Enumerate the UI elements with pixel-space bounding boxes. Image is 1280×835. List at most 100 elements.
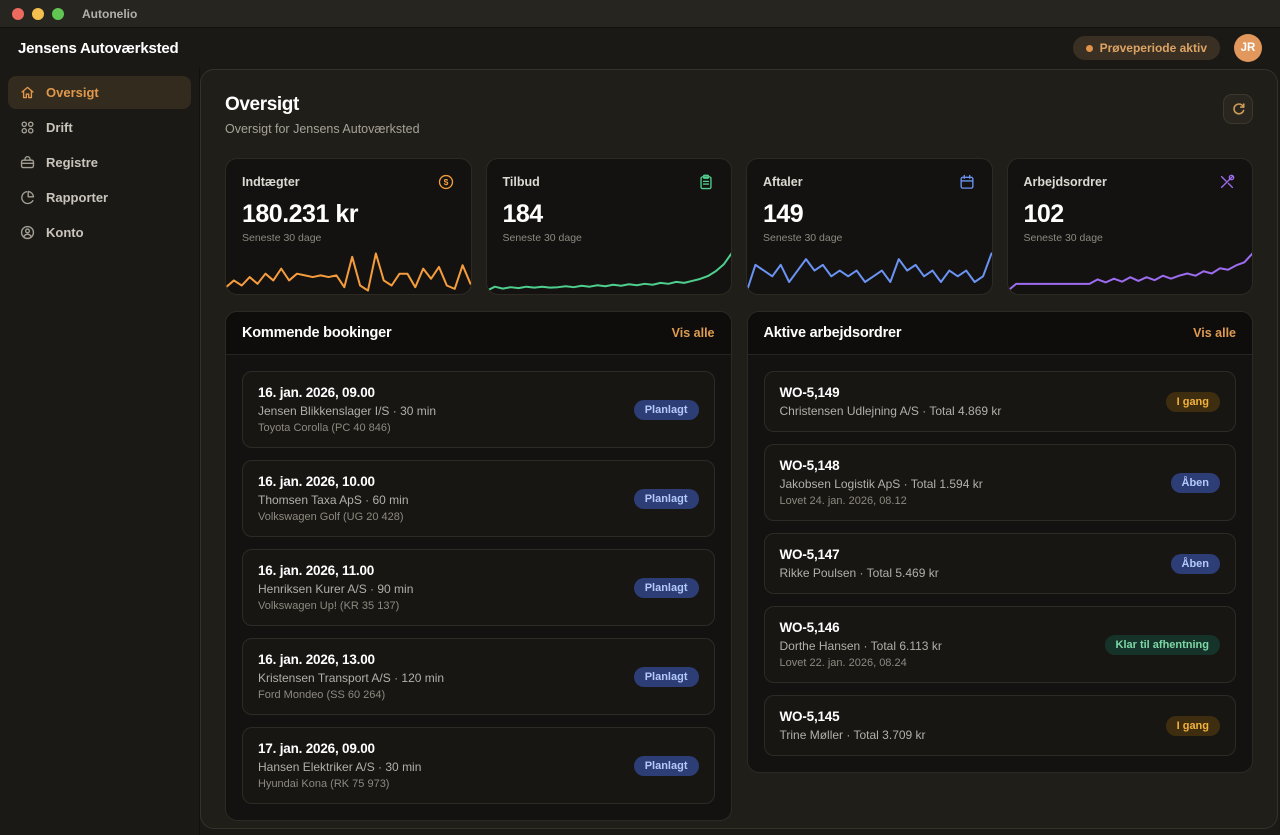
status-badge: I gang	[1165, 391, 1220, 412]
svg-text:$: $	[443, 177, 448, 187]
active-workorders-panel: Aktive arbejdsordrer Vis alle WO-5,149 C…	[746, 311, 1253, 773]
workorder-item[interactable]: WO-5,149 Christensen Udlejning A/S · Tot…	[763, 371, 1236, 432]
workorder-promised: Lovet 24. jan. 2026, 08.12	[779, 495, 907, 507]
stat-value: 180.231 kr	[242, 200, 358, 228]
zoom-window-button[interactable]	[52, 7, 64, 20]
user-circle-icon	[19, 224, 36, 241]
sidebar-item-label: Drift	[46, 120, 73, 135]
sidebar-item-konto[interactable]: Konto	[8, 216, 191, 249]
page-title: Oversigt	[225, 94, 299, 115]
titlebar: Autonelio	[0, 0, 1280, 28]
upcoming-bookings-panel: Kommende bookinger Vis alle 16. jan. 202…	[225, 311, 732, 821]
booking-datetime: 17. jan. 2026, 09.00	[258, 741, 375, 756]
stat-card-tilbud[interactable]: Tilbud 184 Seneste 30 dage	[485, 158, 732, 295]
tools-icon	[1218, 173, 1236, 191]
booking-detail: Jensen Blikkenslager I/S · 30 min	[258, 404, 437, 418]
status-badge: Åben	[1170, 553, 1220, 574]
trial-badge-label: Prøveperiode aktiv	[1099, 41, 1207, 55]
booking-item[interactable]: 16. jan. 2026, 10.00 Thomsen Taxa ApS · …	[242, 460, 715, 537]
home-icon	[19, 84, 36, 101]
panel-title: Aktive arbejdsordrer	[763, 325, 902, 341]
sparkline-chart	[226, 250, 471, 294]
booking-datetime: 16. jan. 2026, 11.00	[258, 563, 375, 578]
workorder-item[interactable]: WO-5,148 Jakobsen Logistik ApS · Total 1…	[763, 444, 1236, 521]
booking-vehicle: Toyota Corolla (PC 40 846)	[258, 422, 391, 434]
toolbox-icon	[19, 154, 36, 171]
workorder-item[interactable]: WO-5,146 Dorthe Hansen · Total 6.113 kr …	[763, 606, 1236, 683]
workorder-item[interactable]: WO-5,145 Trine Møller · Total 3.709 kr I…	[763, 695, 1236, 756]
booking-vehicle: Hyundai Kona (RK 75 973)	[258, 778, 390, 790]
bookings-view-all-link[interactable]: Vis alle	[671, 326, 715, 340]
status-badge: Klar til afhentning	[1104, 634, 1220, 655]
status-badge: Planlagt	[633, 488, 699, 509]
topbar: Jensens Autoværksted Prøveperiode aktiv …	[0, 28, 1280, 68]
workorder-detail: Jakobsen Logistik ApS · Total 1.594 kr	[779, 477, 983, 491]
status-badge: I gang	[1165, 715, 1220, 736]
stat-card-aftaler[interactable]: Aftaler 149 Seneste 30 dage	[746, 158, 993, 295]
stat-label: Arbejdsordrer	[1023, 175, 1107, 189]
workorder-id: WO-5,145	[779, 709, 840, 724]
app-title: Autonelio	[82, 6, 138, 21]
stat-card-indtaegter[interactable]: Indtægter $ 180.231 kr Seneste 30 dage	[225, 158, 472, 295]
stat-label: Tilbud	[502, 175, 540, 189]
status-badge: Planlagt	[633, 755, 699, 776]
minimize-window-button[interactable]	[32, 7, 44, 20]
sparkline-chart	[487, 250, 732, 294]
booking-item[interactable]: 16. jan. 2026, 09.00 Jensen Blikkenslage…	[242, 371, 715, 448]
workorder-item[interactable]: WO-5,147 Rikke Poulsen · Total 5.469 kr …	[763, 533, 1236, 594]
sparkline-chart	[747, 250, 992, 294]
sidebar-item-drift[interactable]: Drift	[8, 111, 191, 144]
workorder-promised: Lovet 22. jan. 2026, 08.24	[779, 657, 907, 669]
sidebar-item-label: Oversigt	[46, 85, 99, 100]
page-subtitle: Oversigt for Jensens Autoværksted	[225, 122, 420, 136]
avatar[interactable]: JR	[1234, 34, 1262, 62]
booking-vehicle: Volkswagen Golf (UG 20 428)	[258, 511, 404, 523]
sidebar-item-label: Registre	[46, 155, 99, 170]
sidebar-item-oversigt[interactable]: Oversigt	[8, 76, 191, 109]
sidebar-item-rapporter[interactable]: Rapporter	[8, 181, 191, 214]
workorder-detail: Rikke Poulsen · Total 5.469 kr	[779, 566, 939, 580]
stat-value: 149	[763, 200, 804, 228]
panel-title: Kommende bookinger	[242, 325, 392, 341]
sidebar-item-registre[interactable]: Registre	[8, 146, 191, 179]
status-badge: Planlagt	[633, 399, 699, 420]
booking-datetime: 16. jan. 2026, 10.00	[258, 474, 375, 489]
calendar-icon	[958, 173, 976, 191]
trial-status-badge[interactable]: Prøveperiode aktiv	[1072, 36, 1220, 60]
close-window-button[interactable]	[12, 7, 24, 20]
status-badge: Planlagt	[633, 577, 699, 598]
workorder-id: WO-5,147	[779, 547, 840, 562]
stat-caption: Seneste 30 dage	[1023, 232, 1103, 244]
coins-icon: $	[437, 173, 455, 191]
booking-datetime: 16. jan. 2026, 09.00	[258, 385, 375, 400]
workorders-view-all-link[interactable]: Vis alle	[1193, 326, 1236, 340]
stat-label: Indtægter	[242, 175, 300, 189]
workorder-id: WO-5,146	[779, 620, 840, 635]
stats-grid: Indtægter $ 180.231 kr Seneste 30 dage T…	[225, 158, 1253, 295]
booking-vehicle: Volkswagen Up! (KR 35 137)	[258, 600, 400, 612]
booking-datetime: 16. jan. 2026, 13.00	[258, 652, 375, 667]
workorder-detail: Christensen Udlejning A/S · Total 4.869 …	[779, 404, 1002, 418]
booking-vehicle: Ford Mondeo (SS 60 264)	[258, 689, 386, 701]
stat-caption: Seneste 30 dage	[242, 232, 322, 244]
stat-caption: Seneste 30 dage	[502, 232, 582, 244]
refresh-button[interactable]	[1223, 94, 1253, 124]
stat-value: 184	[502, 200, 544, 228]
booking-item[interactable]: 16. jan. 2026, 13.00 Kristensen Transpor…	[242, 638, 715, 715]
refresh-icon	[1231, 102, 1246, 117]
sidebar-item-label: Konto	[46, 225, 84, 240]
trial-dot-icon	[1085, 44, 1093, 52]
stat-card-arbejdsordrer[interactable]: Arbejdsordrer 102 Seneste 30 dage	[1006, 158, 1253, 295]
status-badge: Planlagt	[633, 666, 699, 687]
workorder-detail: Dorthe Hansen · Total 6.113 kr	[779, 639, 942, 653]
booking-detail: Henriksen Kurer A/S · 90 min	[258, 582, 414, 596]
sidebar-item-label: Rapporter	[46, 190, 109, 205]
main-panel: Oversigt Oversigt for Jensens Autoværkst…	[200, 69, 1278, 829]
workorder-id: WO-5,149	[779, 385, 840, 400]
workshop-name: Jensens Autoværksted	[18, 39, 179, 57]
booking-detail: Hansen Elektriker A/S · 30 min	[258, 760, 422, 774]
booking-item[interactable]: 16. jan. 2026, 11.00 Henriksen Kurer A/S…	[242, 549, 715, 626]
sidebar: Oversigt Drift Registre Rapporter Konto	[0, 68, 200, 835]
booking-item[interactable]: 17. jan. 2026, 09.00 Hansen Elektriker A…	[242, 727, 715, 804]
booking-detail: Thomsen Taxa ApS · 60 min	[258, 493, 409, 507]
